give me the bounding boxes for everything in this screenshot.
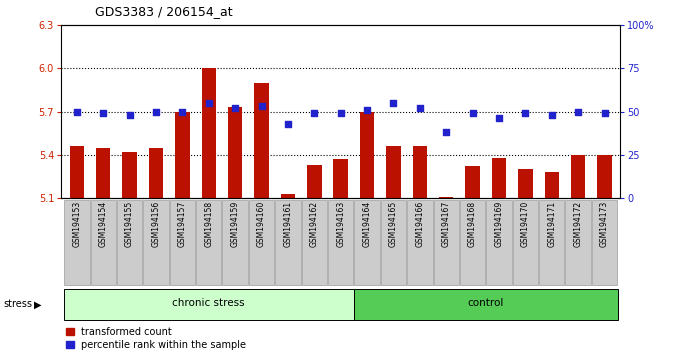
FancyBboxPatch shape — [64, 289, 354, 320]
Text: GSM194166: GSM194166 — [416, 201, 424, 247]
Bar — [544, 172, 559, 198]
Point — [177, 109, 188, 114]
Text: GSM194159: GSM194159 — [231, 201, 239, 247]
Point — [441, 130, 452, 135]
FancyBboxPatch shape — [513, 200, 538, 285]
Point — [361, 107, 372, 113]
Text: GDS3383 / 206154_at: GDS3383 / 206154_at — [95, 5, 233, 18]
Text: GSM194161: GSM194161 — [283, 201, 292, 247]
Point — [230, 105, 241, 111]
FancyBboxPatch shape — [64, 200, 89, 285]
Point — [124, 112, 135, 118]
FancyBboxPatch shape — [196, 200, 222, 285]
Bar — [571, 155, 585, 198]
Point — [203, 100, 214, 105]
Bar — [254, 82, 268, 198]
Text: control: control — [468, 298, 504, 308]
Text: GSM194160: GSM194160 — [257, 201, 266, 247]
Text: stress: stress — [3, 299, 33, 309]
Bar — [439, 197, 454, 198]
Point — [335, 110, 346, 116]
Bar — [386, 146, 401, 198]
Text: GSM194172: GSM194172 — [574, 201, 582, 247]
FancyBboxPatch shape — [354, 289, 618, 320]
Text: GSM194171: GSM194171 — [547, 201, 556, 247]
FancyBboxPatch shape — [433, 200, 459, 285]
Bar — [148, 148, 163, 198]
FancyBboxPatch shape — [170, 200, 195, 285]
Point — [309, 110, 320, 116]
Point — [98, 110, 108, 116]
Text: ▶: ▶ — [34, 299, 41, 309]
Bar — [307, 165, 321, 198]
Text: GSM194165: GSM194165 — [389, 201, 398, 247]
Point — [520, 110, 531, 116]
FancyBboxPatch shape — [91, 200, 116, 285]
Text: GSM194157: GSM194157 — [178, 201, 187, 247]
Point — [388, 100, 399, 105]
Point — [71, 109, 82, 114]
Point — [283, 121, 294, 126]
Text: GSM194170: GSM194170 — [521, 201, 530, 247]
FancyBboxPatch shape — [486, 200, 512, 285]
Bar — [201, 68, 216, 198]
Point — [414, 105, 425, 111]
Point — [494, 116, 504, 121]
Text: GSM194169: GSM194169 — [494, 201, 504, 247]
Bar — [360, 112, 374, 198]
Text: GSM194163: GSM194163 — [336, 201, 345, 247]
FancyBboxPatch shape — [222, 200, 248, 285]
Text: GSM194168: GSM194168 — [468, 201, 477, 247]
FancyBboxPatch shape — [143, 200, 169, 285]
Text: GSM194167: GSM194167 — [442, 201, 451, 247]
FancyBboxPatch shape — [117, 200, 142, 285]
Bar — [413, 146, 427, 198]
Bar — [228, 107, 243, 198]
FancyBboxPatch shape — [355, 200, 380, 285]
Bar — [334, 159, 348, 198]
Text: GSM194153: GSM194153 — [73, 201, 81, 247]
Text: GSM194154: GSM194154 — [99, 201, 108, 247]
Text: GSM194162: GSM194162 — [310, 201, 319, 247]
Point — [546, 112, 557, 118]
Text: GSM194164: GSM194164 — [363, 201, 372, 247]
Point — [573, 109, 584, 114]
Point — [467, 110, 478, 116]
FancyBboxPatch shape — [460, 200, 485, 285]
FancyBboxPatch shape — [539, 200, 564, 285]
Text: GSM194158: GSM194158 — [204, 201, 214, 247]
Bar — [465, 166, 480, 198]
FancyBboxPatch shape — [249, 200, 274, 285]
Point — [599, 110, 610, 116]
Legend: transformed count, percentile rank within the sample: transformed count, percentile rank withi… — [66, 327, 246, 350]
Point — [151, 109, 161, 114]
FancyBboxPatch shape — [328, 200, 353, 285]
Bar — [492, 158, 506, 198]
Bar — [175, 112, 190, 198]
Bar — [96, 148, 111, 198]
FancyBboxPatch shape — [302, 200, 327, 285]
FancyBboxPatch shape — [275, 200, 300, 285]
Text: GSM194173: GSM194173 — [600, 201, 609, 247]
Point — [256, 103, 267, 109]
Text: chronic stress: chronic stress — [172, 298, 245, 308]
Bar — [518, 169, 533, 198]
FancyBboxPatch shape — [592, 200, 617, 285]
Text: GSM194156: GSM194156 — [151, 201, 161, 247]
FancyBboxPatch shape — [565, 200, 591, 285]
Text: GSM194155: GSM194155 — [125, 201, 134, 247]
FancyBboxPatch shape — [407, 200, 433, 285]
Bar — [597, 155, 612, 198]
FancyBboxPatch shape — [381, 200, 406, 285]
Bar — [122, 152, 137, 198]
Bar — [281, 194, 295, 198]
Bar — [70, 146, 84, 198]
